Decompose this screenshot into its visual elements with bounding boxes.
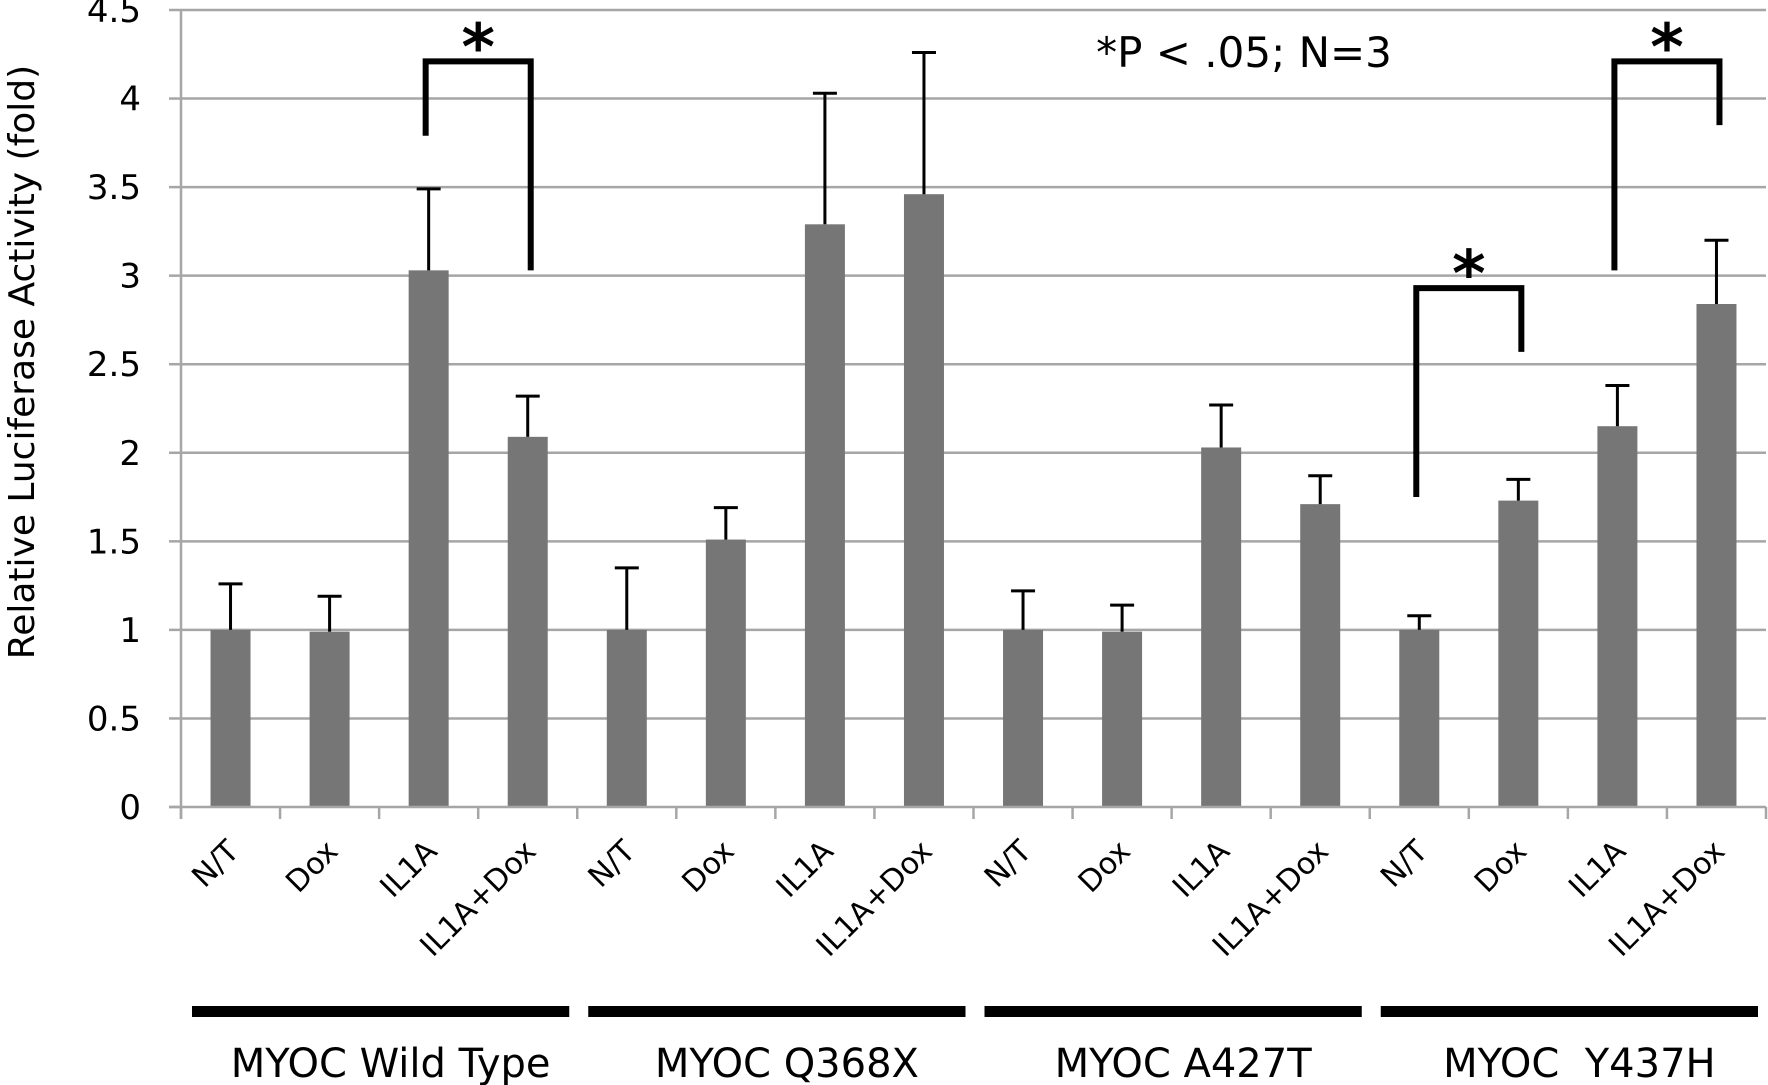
y-axis-title: Relative Luciferase Activity (fold) xyxy=(2,65,43,659)
bar xyxy=(408,270,449,807)
significance-star: * xyxy=(1452,238,1485,312)
category-label: N/T xyxy=(1374,833,1435,894)
y-tick-label: 3 xyxy=(119,257,141,297)
bar xyxy=(507,436,548,807)
y-tick-label: 3.5 xyxy=(87,168,141,208)
significance-annotation: *P < .05; N=3 xyxy=(1096,28,1392,77)
bar xyxy=(1696,304,1737,807)
significance-bracket xyxy=(1413,285,1525,498)
bar xyxy=(1300,504,1341,807)
bar xyxy=(1399,629,1440,807)
category-label: Dox xyxy=(676,834,742,900)
bar xyxy=(804,224,845,807)
error-bars xyxy=(218,51,1729,632)
bar xyxy=(1102,631,1143,807)
significance-star: * xyxy=(1650,11,1683,85)
group-underline xyxy=(1380,1006,1758,1017)
category-label: N/T xyxy=(185,833,246,894)
bar xyxy=(1201,447,1242,807)
significance-bracket xyxy=(1611,58,1723,271)
group-underline xyxy=(588,1006,966,1017)
bar xyxy=(1597,426,1638,807)
category-label: IL1A xyxy=(1166,834,1237,905)
y-axis-ticks: 0 0.5 1 1.5 2 2.5 3 3.5 4 4.5 xyxy=(87,0,181,828)
group-underline xyxy=(192,1006,570,1017)
group-underline xyxy=(984,1006,1362,1017)
group-label: MYOC Wild Type xyxy=(231,1041,551,1085)
significance-star: * xyxy=(461,11,494,85)
bar xyxy=(705,539,746,807)
group-labels: MYOC Wild Type MYOC Q368X MYOC A427T MYOC Y… xyxy=(192,1006,1758,1085)
bar xyxy=(210,629,251,807)
group-label: MYOC Q368X xyxy=(655,1041,919,1085)
y-tick-label: 2.5 xyxy=(87,345,141,385)
category-label: Dox xyxy=(1072,834,1138,900)
category-label: Dox xyxy=(1468,834,1534,900)
y-tick-label: 4.5 xyxy=(87,0,141,31)
bar xyxy=(903,194,944,807)
y-tick-label: 0 xyxy=(119,788,141,828)
bar xyxy=(1498,500,1539,807)
significance-brackets: * * * xyxy=(422,11,1723,498)
category-label: N/T xyxy=(582,833,643,894)
x-axis-ticks xyxy=(179,807,1768,819)
y-tick-label: 4 xyxy=(119,80,141,120)
y-tick-label: 1 xyxy=(119,611,141,651)
bar xyxy=(309,631,350,807)
significance-bracket xyxy=(422,58,534,271)
y-tick-label: 0.5 xyxy=(87,699,141,739)
category-label: IL1A xyxy=(373,834,444,905)
bars xyxy=(210,194,1737,807)
axes xyxy=(169,10,1766,819)
group-label: MYOC A427T xyxy=(1055,1041,1313,1085)
category-label: IL1A xyxy=(770,834,841,905)
group-label: MYOC Y437H xyxy=(1443,1041,1715,1085)
y-tick-label: 2 xyxy=(119,434,141,474)
category-label: N/T xyxy=(978,833,1039,894)
category-label: Dox xyxy=(279,834,345,900)
y-tick-label: 1.5 xyxy=(87,522,141,562)
bar xyxy=(1003,629,1044,807)
category-label: IL1A xyxy=(1562,834,1633,905)
bar xyxy=(606,629,647,807)
